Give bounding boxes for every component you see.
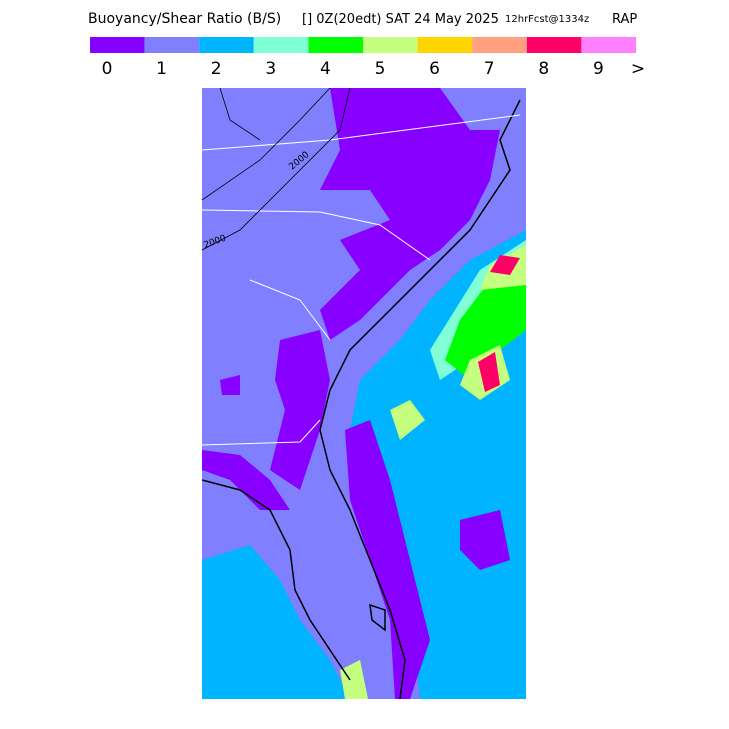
map: 2000 2000: [202, 88, 526, 699]
legend-label: 1: [156, 59, 167, 79]
model: RAP: [612, 12, 637, 27]
legend-swatch: [253, 37, 309, 53]
legend: 0 1 2 3 4 5 6 7 8 9 >: [90, 37, 645, 79]
legend-swatch: [308, 37, 363, 53]
legend-label: 4: [320, 59, 331, 79]
legend-swatch: [526, 37, 582, 53]
legend-swatch: [417, 37, 473, 53]
legend-label: 3: [265, 59, 276, 79]
valid-time: [] 0Z(20edt) SAT 24 May 2025: [302, 12, 499, 27]
legend-label: 5: [375, 59, 386, 79]
legend-label: 0: [102, 59, 113, 79]
legend-swatch: [90, 37, 145, 53]
legend-label: 6: [429, 59, 440, 79]
legend-swatch: [144, 37, 200, 53]
legend-swatch: [472, 37, 527, 53]
legend-label: 8: [538, 59, 549, 79]
legend-swatch: [581, 37, 636, 53]
legend-label: 9: [593, 59, 604, 79]
forecast: 12hrFcst@1334z: [505, 14, 589, 25]
legend-swatch: [199, 37, 254, 53]
legend-label: >: [631, 59, 645, 79]
legend-label: 7: [484, 59, 495, 79]
title: Buoyancy/Shear Ratio (B/S): [88, 11, 281, 27]
legend-label: 2: [211, 59, 222, 79]
legend-swatch: [363, 37, 418, 53]
